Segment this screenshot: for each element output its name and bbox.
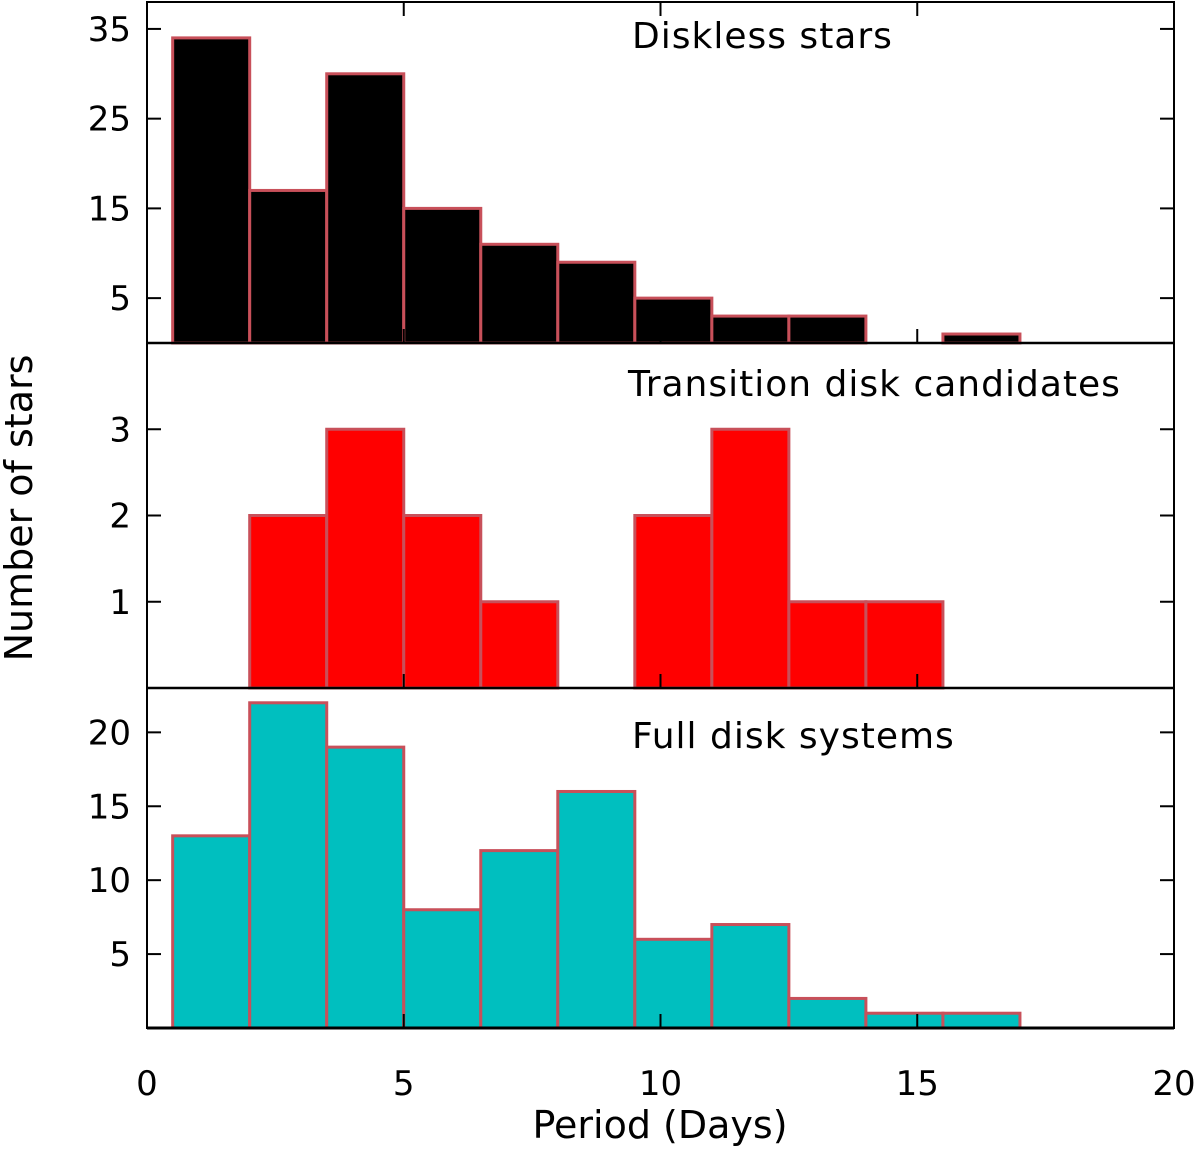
bar-panel3-bin2 <box>248 701 329 1030</box>
bar-panel2-bin5 <box>633 514 714 690</box>
ytick-label-panel1-0: 5 <box>109 279 131 319</box>
bar-panel3-bin4 <box>402 908 483 1030</box>
panel-title-1: Diskless stars <box>632 16 893 57</box>
bar-panel1-bin10 <box>941 332 1022 345</box>
bar-panel3-bin9 <box>787 996 868 1030</box>
y-axis-title: Number of stars <box>0 355 41 662</box>
xtick-label-3: 15 <box>896 1064 939 1104</box>
bar-panel3-bin3 <box>325 745 406 1030</box>
bar-panel3-bin8 <box>710 923 791 1030</box>
bar-panel3-bin7 <box>633 937 714 1030</box>
bar-panel3-bin11 <box>941 1011 1022 1030</box>
ytick-label-panel3-2: 15 <box>88 787 131 827</box>
xtick-label-4: 20 <box>1152 1064 1195 1104</box>
ytick-label-panel2-0: 1 <box>109 583 131 623</box>
ytick-label-panel3-3: 20 <box>88 713 131 753</box>
bar-panel2-bin1 <box>248 514 329 690</box>
ytick-label-panel1-1: 15 <box>88 189 131 229</box>
bar-panel1-bin2 <box>248 188 329 345</box>
ytick-label-panel2-1: 2 <box>109 497 131 537</box>
ytick-label-panel2-2: 3 <box>109 410 131 450</box>
bar-panel2-bin3 <box>402 514 483 690</box>
bar-panel1-bin7 <box>633 296 714 345</box>
bar-panel1-bin4 <box>402 206 483 345</box>
panel-title-3: Full disk systems <box>632 716 955 757</box>
ytick-label-panel3-1: 10 <box>88 861 131 901</box>
bar-panel2-bin6 <box>710 427 791 690</box>
ytick-label-panel3-0: 5 <box>109 935 131 975</box>
xtick-label-1: 5 <box>393 1064 415 1104</box>
bar-panel2-bin7 <box>787 600 868 690</box>
frame-layer <box>146 1 1175 1030</box>
ytick-label-panel1-3: 35 <box>88 10 131 50</box>
bar-panel1-bin8 <box>710 314 791 345</box>
bar-panel1-bin6 <box>556 260 637 345</box>
bar-panel2-bin8 <box>864 600 945 690</box>
ytick-label-panel1-2: 25 <box>88 100 131 140</box>
bar-panel3-bin1 <box>171 834 252 1030</box>
bar-panel2-bin2 <box>325 427 406 690</box>
x-axis-title: Period (Days) <box>532 1103 787 1147</box>
bars-layer <box>171 36 1022 1030</box>
bar-panel1-bin9 <box>787 314 868 345</box>
bar-panel1-bin1 <box>171 36 252 345</box>
bar-panel1-bin3 <box>325 72 406 345</box>
xtick-label-0: 0 <box>136 1064 158 1104</box>
bar-panel2-bin4 <box>479 600 560 690</box>
xtick-label-2: 10 <box>639 1064 682 1104</box>
bar-panel3-bin6 <box>556 789 637 1030</box>
bar-panel3-bin10 <box>864 1011 945 1030</box>
panel-title-2: Transition disk candidates <box>627 364 1121 405</box>
bar-panel1-bin5 <box>479 242 560 345</box>
bar-panel3-bin5 <box>479 849 560 1030</box>
